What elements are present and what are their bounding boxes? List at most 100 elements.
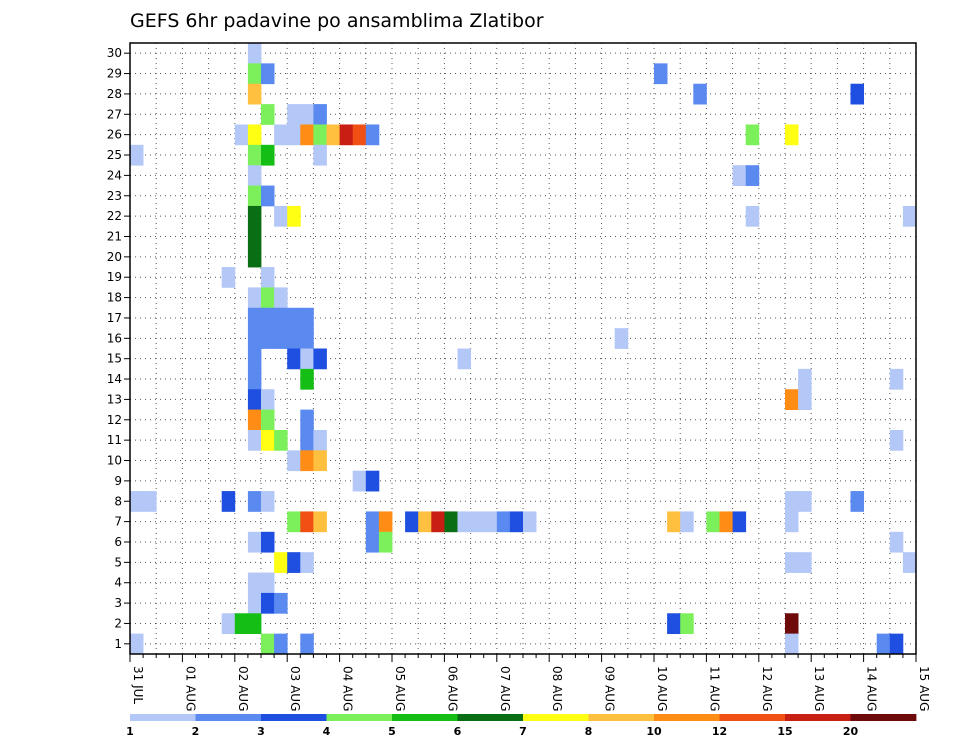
heatmap-cell xyxy=(378,531,393,553)
y-tick-label: 10 xyxy=(107,454,122,468)
x-tick-label: 09 AUG xyxy=(603,666,617,711)
colorbar-swatch xyxy=(588,714,655,721)
heatmap-cell xyxy=(130,144,144,166)
y-tick-label: 30 xyxy=(107,46,122,60)
heatmap-cell xyxy=(287,348,301,370)
colorbar-swatch xyxy=(326,714,393,721)
heatmap-cell xyxy=(745,205,760,227)
heatmap-cell xyxy=(287,205,301,227)
y-tick-label: 24 xyxy=(107,168,122,182)
heatmap-cell xyxy=(300,348,314,370)
y-tick-label: 8 xyxy=(114,494,122,508)
colorbar-swatch xyxy=(523,714,589,721)
colorbar-swatch xyxy=(195,714,262,721)
y-tick-label: 22 xyxy=(107,209,122,223)
heatmap-cell xyxy=(287,450,301,472)
heatmap-cell xyxy=(431,511,445,533)
y-tick-label: 26 xyxy=(107,128,122,142)
y-tick-label: 5 xyxy=(114,555,122,569)
heatmap-cell xyxy=(365,511,380,533)
y-tick-label: 3 xyxy=(114,596,122,610)
heatmap-cell xyxy=(221,613,236,635)
colorbar-label: 8 xyxy=(585,725,593,738)
heatmap-cell xyxy=(352,124,367,146)
heatmap-cell xyxy=(326,124,340,146)
heatmap-cell xyxy=(785,389,799,410)
heatmap-cell xyxy=(889,429,904,451)
heatmap-cell xyxy=(261,409,275,431)
heatmap-cell xyxy=(300,429,314,451)
colorbar-label: 20 xyxy=(843,725,859,738)
heatmap-cell xyxy=(732,165,747,186)
heatmap-cell xyxy=(523,511,537,533)
heatmap-cell xyxy=(785,633,799,655)
heatmap-cell xyxy=(313,348,327,370)
heatmap-cell xyxy=(300,552,314,573)
heatmap-cell xyxy=(365,124,380,146)
x-tick-label: 02 AUG xyxy=(236,666,250,711)
x-tick-label: 12 AUG xyxy=(760,666,774,711)
heatmap-cell xyxy=(300,307,314,329)
heatmap-cell xyxy=(365,531,380,553)
heatmap-cell xyxy=(300,104,314,125)
heatmap-cell xyxy=(313,429,327,451)
heatmap-cell xyxy=(470,511,485,533)
heatmap-cell xyxy=(785,511,799,533)
colorbar-label: 2 xyxy=(192,725,200,738)
heatmap-cell xyxy=(850,83,864,105)
chart-title: GEFS 6hr padavine po ansamblima Zlatibor xyxy=(130,10,544,32)
y-tick-label: 23 xyxy=(107,189,122,203)
heatmap-cell xyxy=(261,633,275,655)
colorbar-swatch xyxy=(850,714,917,721)
y-tick-label: 29 xyxy=(107,67,122,81)
x-tick-label: 01 AUG xyxy=(183,666,197,711)
heatmap-cell xyxy=(352,470,367,492)
heatmap-cell xyxy=(130,633,144,655)
y-tick-label: 16 xyxy=(107,331,122,345)
heatmap-cell xyxy=(889,633,904,655)
heatmap-cell xyxy=(247,246,262,268)
heatmap-cell xyxy=(221,491,236,512)
heatmap-cell xyxy=(798,368,812,390)
heatmap-cell xyxy=(261,531,275,553)
heatmap-cell xyxy=(143,491,157,512)
heatmap-cell xyxy=(247,572,262,594)
colorbar-label: 10 xyxy=(646,725,662,738)
heatmap-cell xyxy=(313,124,327,146)
colorbar-label: 15 xyxy=(777,725,792,738)
heatmap-cell xyxy=(667,511,681,533)
heatmap-cell xyxy=(300,124,314,146)
heatmap-cell xyxy=(247,226,262,248)
x-axis-ticks: 31 JUL 01 AUG 02 AUG 03 AUG 04 AUG 05 AUG 06 A… xyxy=(129,654,931,711)
heatmap-cell xyxy=(902,205,917,227)
heatmap-cell xyxy=(785,124,799,146)
heatmap-cell xyxy=(889,531,904,553)
heatmap-cell xyxy=(247,63,262,85)
heatmap-cell xyxy=(667,613,681,635)
heatmap-cell xyxy=(680,511,694,533)
heatmap-cell xyxy=(798,491,812,512)
heatmap-cell xyxy=(247,205,262,227)
heatmap-cell xyxy=(693,83,707,105)
heatmap-cell xyxy=(261,491,275,512)
y-tick-label: 19 xyxy=(107,270,122,284)
y-tick-label: 2 xyxy=(114,616,122,630)
heatmap-cell xyxy=(300,511,314,533)
colorbar-label: 1 xyxy=(126,725,134,738)
colorbar-swatch xyxy=(392,714,458,721)
heatmap-cell xyxy=(287,307,301,329)
x-tick-label: 15 AUG xyxy=(917,666,931,711)
heatmap-cell xyxy=(261,287,275,309)
heatmap-cell xyxy=(274,328,288,349)
heatmap-cell xyxy=(261,267,275,288)
heatmap-cell xyxy=(261,592,275,614)
heatmap-cell xyxy=(745,124,760,146)
heatmap-cell xyxy=(496,511,511,533)
colorbar-swatch xyxy=(130,714,196,721)
heatmap-cell xyxy=(247,348,262,370)
heatmap-cell xyxy=(247,43,262,64)
x-tick-label: 08 AUG xyxy=(550,666,564,711)
colorbar-swatch xyxy=(654,714,720,721)
heatmap-cell xyxy=(706,511,720,533)
